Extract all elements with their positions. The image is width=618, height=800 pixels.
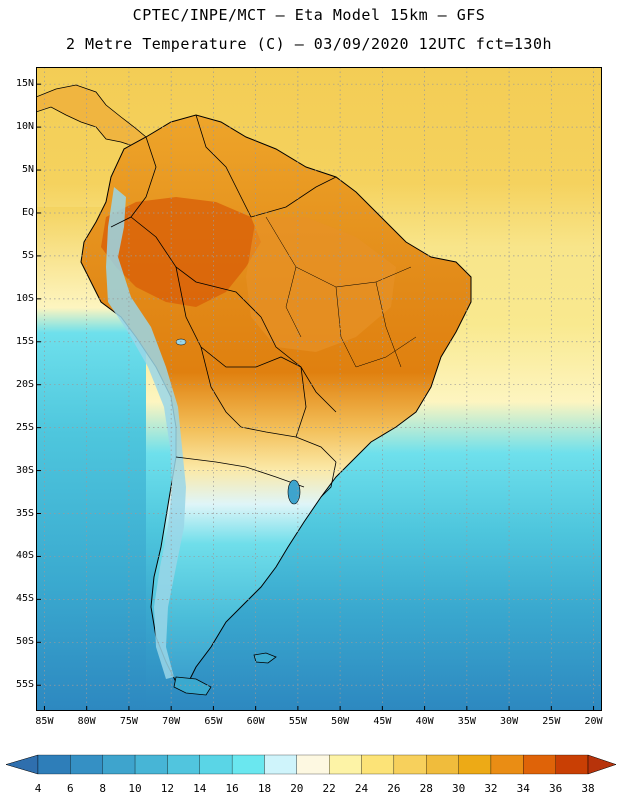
lat-tick-label: 35S bbox=[15, 507, 34, 519]
colorbar-tick-label: 26 bbox=[387, 782, 401, 795]
lat-tick-label: 45S bbox=[15, 593, 34, 605]
colorbar-cell bbox=[490, 754, 524, 775]
lagoa-dos-patos bbox=[287, 479, 301, 505]
colorbar-tick-label: 4 bbox=[34, 782, 42, 795]
map-ticks bbox=[36, 83, 595, 711]
colorbar-tick-label: 24 bbox=[354, 782, 369, 795]
colorbar-tick-label: 12 bbox=[160, 782, 175, 795]
colorbar-cell bbox=[167, 754, 200, 775]
colorbar-tick-label: 6 bbox=[67, 782, 74, 795]
lat-tick-label: 20S bbox=[15, 378, 34, 390]
colorbar-arrow-high bbox=[587, 754, 617, 775]
colorbar-cell bbox=[523, 754, 556, 775]
colorbar-tick-label: 10 bbox=[128, 782, 142, 795]
lat-tick-label: 5S bbox=[21, 249, 34, 261]
lat-tick-label: 10S bbox=[15, 292, 34, 304]
lat-tick-label: 30S bbox=[15, 464, 34, 476]
colorbar-cell bbox=[134, 754, 168, 775]
colorbar-cell bbox=[264, 754, 297, 775]
falkland-islands bbox=[253, 652, 277, 664]
lon-tick-label: 55W bbox=[288, 716, 307, 727]
temperature-map bbox=[36, 67, 602, 711]
colorbar-cell bbox=[102, 754, 136, 775]
lon-tick-label: 40W bbox=[415, 716, 434, 727]
colorbar-tick-label: 8 bbox=[99, 782, 107, 795]
map-border bbox=[36, 67, 602, 711]
lon-tick-label: 45W bbox=[373, 716, 392, 727]
lat-tick-label: EQ bbox=[21, 206, 34, 218]
lat-tick-label: 10N bbox=[15, 121, 34, 133]
colorbar-cell bbox=[361, 754, 395, 775]
colorbar-tick-label: 16 bbox=[225, 782, 239, 795]
lat-tick-label: 40S bbox=[15, 550, 34, 562]
lon-tick-label: 60W bbox=[246, 716, 265, 727]
country-borders bbox=[110, 114, 337, 498]
graticule bbox=[36, 67, 602, 711]
andes-cold-strip bbox=[106, 187, 186, 679]
tierra-del-fuego bbox=[173, 676, 212, 696]
lon-tick-label: 25W bbox=[542, 716, 561, 727]
lon-tick-label: 65W bbox=[204, 716, 223, 727]
colorbar-tick-label: 36 bbox=[549, 782, 563, 795]
lat-tick-label: 15S bbox=[15, 335, 34, 347]
lon-tick-label: 80W bbox=[77, 716, 96, 727]
brazil-warm-zone bbox=[246, 217, 396, 352]
colorbar-tick-label: 30 bbox=[451, 782, 466, 795]
lon-tick-label: 20W bbox=[584, 716, 603, 727]
lat-tick-label: 50S bbox=[15, 636, 34, 648]
colorbar-cell bbox=[555, 754, 589, 775]
colorbar-cell bbox=[70, 754, 103, 775]
lat-tick-label: 55S bbox=[15, 679, 34, 691]
lat-tick-label: 15N bbox=[15, 78, 34, 90]
lon-tick-label: 85W bbox=[35, 716, 54, 727]
lon-tick-label: 35W bbox=[457, 716, 476, 727]
lat-tick-label: 5N bbox=[21, 164, 34, 176]
colorbar-tick-label: 18 bbox=[257, 782, 272, 795]
lon-tick-label: 75W bbox=[119, 716, 138, 727]
colorbar-cell bbox=[37, 754, 71, 775]
colorbar-cell bbox=[296, 754, 330, 775]
map-title-line-1: CPTEC/INPE/MCT – Eta Model 15km – GFS bbox=[132, 6, 486, 24]
colorbar-tick-label: 14 bbox=[193, 782, 207, 795]
colorbar-tick-label: 38 bbox=[581, 782, 595, 795]
colorbar-cell bbox=[231, 754, 265, 775]
lat-tick-label: 25S bbox=[15, 421, 34, 433]
colorbar-tick-label: 32 bbox=[484, 782, 498, 795]
colorbar-cell bbox=[393, 754, 427, 775]
colorbar-tick-label: 22 bbox=[322, 782, 336, 795]
colorbar-cell bbox=[329, 754, 362, 775]
colorbar-tick-label: 20 bbox=[290, 782, 304, 795]
colorbar-cell bbox=[458, 754, 492, 775]
colorbar-cell bbox=[426, 754, 459, 775]
state-borders bbox=[265, 216, 417, 368]
map-title-line-2: 2 Metre Temperature (C) – 03/09/2020 12U… bbox=[65, 35, 553, 53]
colorbar-tick-label: 28 bbox=[419, 782, 433, 795]
colorbar-arrow-low bbox=[5, 754, 39, 775]
colorbar-tick-label: 34 bbox=[516, 782, 530, 795]
temperature-colorbar bbox=[5, 754, 617, 775]
colorbar-cell bbox=[199, 754, 233, 775]
lon-tick-label: 70W bbox=[162, 716, 181, 727]
lon-tick-label: 50W bbox=[331, 716, 350, 727]
lon-tick-label: 30W bbox=[500, 716, 519, 727]
